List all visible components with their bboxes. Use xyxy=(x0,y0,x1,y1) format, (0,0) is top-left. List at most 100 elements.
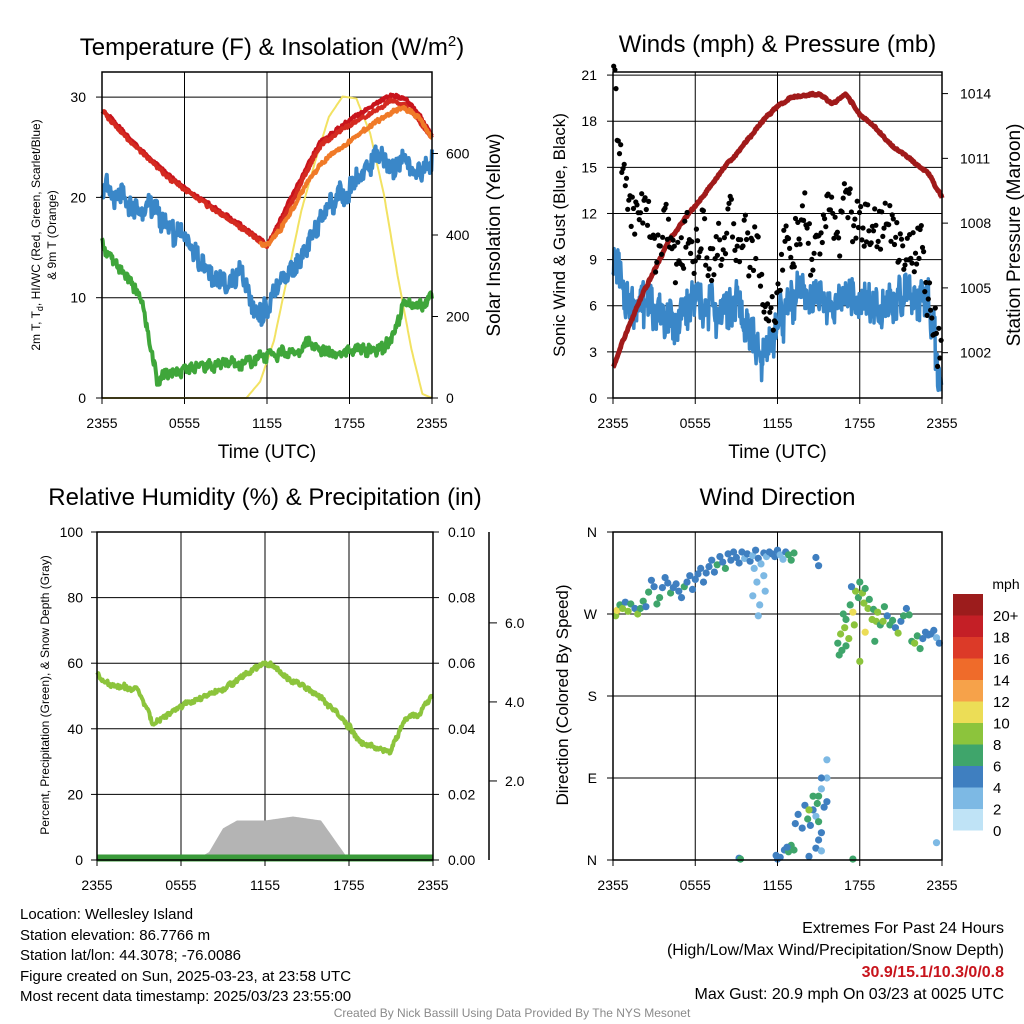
wind-gust-point xyxy=(722,251,729,257)
temp-x-tick-label: 0555 xyxy=(169,415,200,431)
temp-title-sup: 2 xyxy=(448,33,456,50)
direction-point xyxy=(905,611,913,619)
rh-series-snow-depth xyxy=(97,816,433,860)
direction-y-tick-label: N xyxy=(587,524,597,540)
wind-gust-point xyxy=(897,231,903,237)
direction-point xyxy=(847,583,856,591)
wind-gust-point xyxy=(704,255,710,261)
wind-gust-point xyxy=(654,259,660,265)
wind-gust-point xyxy=(628,223,634,229)
wind-gust-point xyxy=(809,256,815,262)
wind-gust-point xyxy=(700,208,707,214)
direction-point xyxy=(935,639,943,647)
wind-gust-point xyxy=(933,330,940,336)
wind-y2-tick-label: 1002 xyxy=(960,345,991,361)
wind-gust-point xyxy=(747,264,753,270)
wind-y-tick-label: 21 xyxy=(581,67,597,83)
wind-gust-point xyxy=(613,86,619,92)
direction-point xyxy=(849,608,857,616)
direction-point xyxy=(683,578,691,586)
direction-point xyxy=(856,657,864,666)
legend-swatch xyxy=(953,787,983,809)
wind-gust-point xyxy=(778,251,785,257)
direction-point xyxy=(861,628,869,636)
wind-gust-point xyxy=(629,194,635,200)
wind-gust-point xyxy=(780,267,786,273)
wind-gust-point xyxy=(837,253,843,259)
wind-gust-point xyxy=(863,239,870,245)
direction-point xyxy=(761,587,769,595)
wind-y-axis-label: Sonic Wind & Gust (Blue, Black) xyxy=(550,113,569,357)
legend-swatch xyxy=(953,637,983,659)
wind-y-tick-label: 9 xyxy=(589,252,597,268)
legend-label: 14 xyxy=(993,672,1010,689)
temp-y-tick-label: 0 xyxy=(78,390,86,406)
direction-point xyxy=(846,601,854,609)
wind-gust-point xyxy=(889,212,895,218)
direction-point xyxy=(738,548,746,556)
wind-gust-point xyxy=(879,209,885,215)
direction-point xyxy=(823,798,831,806)
temp-x-tick-label: 1755 xyxy=(334,415,365,431)
max-gust: Max Gust: 20.9 mph On 03/23 at 0025 UTC xyxy=(694,986,1005,1003)
direction-point xyxy=(900,612,908,620)
wind-gust-point xyxy=(850,239,856,245)
wind-gust-point xyxy=(714,252,721,258)
temp-title-close: ) xyxy=(456,34,464,61)
direction-point xyxy=(932,634,941,642)
wind-gust-point xyxy=(783,223,789,229)
direction-point xyxy=(743,550,751,558)
legend-title: mph xyxy=(992,576,1019,592)
wind-gust-point xyxy=(729,234,736,240)
direction-y-tick-label: N xyxy=(587,852,597,868)
wind-gust-point xyxy=(618,142,624,148)
rh-y2-tick-label: 0.00 xyxy=(448,852,475,868)
direction-x-tick-label: 1155 xyxy=(762,877,792,893)
wind-gust-point xyxy=(752,224,758,230)
wind-gust-point xyxy=(908,255,914,261)
wind-gust-point xyxy=(646,198,652,204)
direction-point xyxy=(757,560,765,568)
rh-y-tick-label: 100 xyxy=(60,524,84,540)
direction-point xyxy=(849,855,857,863)
direction-point xyxy=(784,551,793,559)
wind-gust-point xyxy=(716,220,722,226)
wind-gust-point xyxy=(858,204,864,210)
legend-swatch xyxy=(953,594,983,616)
wind-gust-point xyxy=(855,224,862,231)
wind-gust-point xyxy=(890,216,896,222)
temp-panel xyxy=(96,71,438,404)
rh-x-tick-label: 2355 xyxy=(417,877,448,893)
direction-y-axis-label: Direction (Colored By Speed) xyxy=(553,584,572,805)
direction-point xyxy=(791,820,799,828)
wind-gust-point xyxy=(717,237,723,243)
rh-title: Relative Humidity (%) & Precipitation (i… xyxy=(48,484,481,511)
extremes-values: 30.9/15.1/10.3/0/0.8 xyxy=(861,964,1004,981)
wind-gust-point xyxy=(902,262,908,268)
rh-y2-tick-label: 0.08 xyxy=(448,590,475,606)
direction-point xyxy=(727,556,735,564)
wind-gust-point xyxy=(865,202,871,208)
direction-point xyxy=(817,847,826,855)
station-latlon: Station lat/lon: 44.3078; -76.0086 xyxy=(20,947,242,964)
wind-y2-tick-label: 1005 xyxy=(960,280,991,296)
direction-point xyxy=(754,612,762,620)
wind-gust-point xyxy=(834,229,841,235)
wind-gust-point xyxy=(846,190,852,196)
station-info-block: Location: Wellesley Island Station eleva… xyxy=(20,905,351,1008)
wind-gust-point xyxy=(922,289,928,295)
wind-gust-point xyxy=(750,267,757,273)
wind-gust-point xyxy=(797,241,803,247)
wind-gust-point xyxy=(761,309,767,315)
direction-point xyxy=(713,561,721,569)
wind-gust-point xyxy=(718,262,724,268)
direction-y-tick-label: E xyxy=(588,770,597,786)
wind-gust-point xyxy=(894,220,900,226)
wind-gust-point xyxy=(705,273,711,279)
rh-y-tick-label: 20 xyxy=(67,786,83,802)
wind-gust-point xyxy=(696,254,702,260)
direction-point xyxy=(702,569,710,577)
extremes-block: Extremes For Past 24 Hours (High/Low/Max… xyxy=(667,918,1004,1006)
temp-y2-tick-label: 200 xyxy=(446,309,470,325)
direction-point xyxy=(817,785,826,793)
